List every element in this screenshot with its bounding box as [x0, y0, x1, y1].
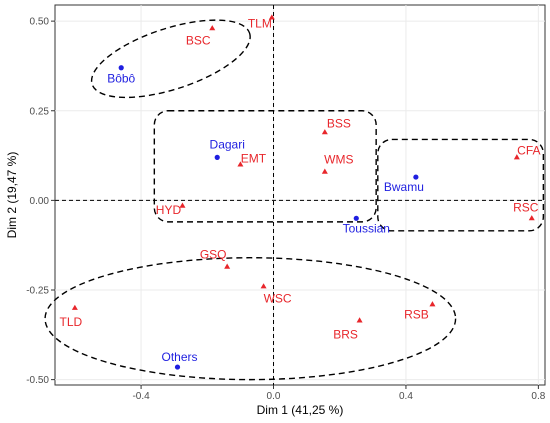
point-marker-triangle [71, 304, 78, 310]
y-tick-label: 0.00 [30, 196, 50, 207]
point-marker-triangle [237, 161, 244, 167]
x-tick-label: -0.4 [132, 391, 150, 402]
point-marker-triangle [209, 25, 216, 31]
y-tick-label: -0.25 [26, 286, 49, 297]
point-marker-triangle [356, 317, 363, 323]
point-marker-triangle [224, 263, 231, 269]
point-marker-circle [413, 174, 419, 180]
y-tick-label: -0.50 [26, 375, 49, 386]
point-label: Toussian [343, 221, 390, 235]
cluster-box [377, 138, 545, 232]
axis-ticks: -0.4 0.0 0.4 0.8 0.50 0.25 0.00 -0.25 -0.50 [26, 17, 546, 402]
point-label: Others [161, 350, 197, 364]
point-marker-triangle [513, 154, 520, 160]
point-label: WSC [264, 291, 292, 305]
point-label: Bwamu [384, 180, 424, 194]
point-label: RSC [513, 200, 539, 214]
point-label: HYD [156, 203, 182, 217]
x-axis-title: Dim 1 (41,25 %) [257, 403, 344, 417]
group-outlines [44, 19, 545, 381]
point-label: BRS [333, 327, 358, 341]
data-points: Bôbô Dagari Bwamu Toussian Others TLM BSC BSS EM… [60, 14, 541, 370]
point-marker-circle [353, 215, 359, 221]
point-marker-triangle [321, 129, 328, 135]
point-label: CFA [517, 143, 540, 157]
point-label: TLD [60, 315, 83, 329]
point-label: Dagari [210, 137, 245, 151]
point-marker-triangle [528, 215, 535, 221]
point-marker-triangle [321, 168, 328, 174]
y-tick-label: 0.25 [30, 106, 50, 117]
x-tick-label: 0.8 [531, 391, 545, 402]
y-axis-title: Dim 2 (19,47 %) [5, 152, 19, 239]
point-label: Bôbô [107, 72, 135, 86]
point-label: TLM [248, 17, 272, 31]
reference-lines [55, 5, 545, 385]
point-marker-circle [118, 65, 124, 71]
point-marker-circle [214, 154, 220, 160]
point-marker-triangle [179, 202, 186, 208]
x-tick-label: 0.4 [399, 391, 413, 402]
point-label: BSC [186, 33, 211, 47]
point-label: EMT [241, 152, 267, 166]
point-label: RSB [404, 307, 429, 321]
cluster-ellipse [44, 257, 457, 381]
point-label: WMS [324, 153, 353, 167]
point-marker-triangle [268, 14, 275, 20]
y-tick-label: 0.50 [30, 17, 50, 28]
point-label: BSS [327, 116, 351, 130]
point-marker-triangle [429, 301, 436, 307]
cluster-ellipse [90, 19, 251, 99]
plot-panel [54, 4, 546, 386]
point-marker-circle [174, 364, 181, 370]
point-marker-triangle [260, 283, 267, 289]
x-tick-label: 0.0 [267, 391, 281, 402]
point-label: GSQ [200, 248, 227, 262]
